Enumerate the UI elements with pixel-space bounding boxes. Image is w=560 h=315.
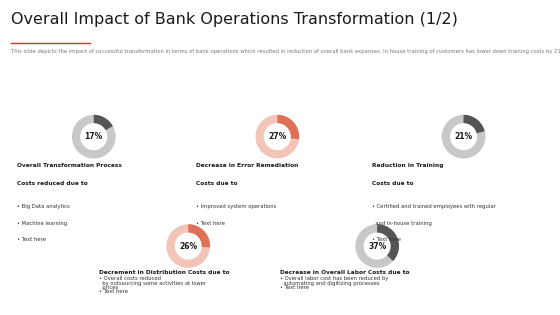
Text: • Big Data analytics: • Big Data analytics [17, 204, 69, 209]
Text: prices: prices [99, 285, 118, 290]
Text: 27%: 27% [268, 132, 286, 141]
Text: automating and digitizing processes: automating and digitizing processes [280, 281, 380, 285]
Text: and in-house training: and in-house training [372, 221, 432, 226]
Text: Costs due to: Costs due to [372, 180, 413, 186]
Text: • Overall costs reduced: • Overall costs reduced [99, 276, 161, 281]
Text: • Text here: • Text here [197, 221, 225, 226]
Polygon shape [356, 224, 399, 268]
Text: • Text here: • Text here [17, 237, 45, 242]
Text: Decrease in Overall Labor Costs due to: Decrease in Overall Labor Costs due to [280, 270, 409, 275]
Text: • Text here: • Text here [99, 289, 128, 294]
Polygon shape [464, 115, 484, 133]
Text: by outsourcing some activities at lower: by outsourcing some activities at lower [99, 281, 206, 285]
Text: • Text here: • Text here [280, 285, 309, 290]
Text: • Improved system operations: • Improved system operations [197, 204, 277, 209]
Text: Decrease in Error Remediation: Decrease in Error Remediation [197, 163, 298, 168]
Text: Reduction in Training: Reduction in Training [372, 163, 444, 168]
Text: Decrement in Distribution Costs due to: Decrement in Distribution Costs due to [99, 270, 230, 275]
Polygon shape [72, 115, 115, 158]
Polygon shape [166, 224, 210, 268]
Polygon shape [94, 115, 113, 130]
Text: • Text here: • Text here [372, 237, 401, 242]
Polygon shape [377, 224, 399, 261]
Text: Costs due to: Costs due to [197, 180, 238, 186]
Text: 17%: 17% [85, 132, 103, 141]
Text: 21%: 21% [455, 132, 473, 141]
Polygon shape [277, 115, 299, 140]
Polygon shape [188, 224, 210, 247]
Text: Overall Impact of Bank Operations Transformation (1/2): Overall Impact of Bank Operations Transf… [11, 13, 458, 27]
Text: 26%: 26% [179, 242, 197, 250]
Text: Overall Transformation Process: Overall Transformation Process [17, 163, 122, 168]
Text: • Overall labor cost has been reduced by: • Overall labor cost has been reduced by [280, 276, 389, 281]
Text: • Machine learning: • Machine learning [17, 221, 67, 226]
Text: 37%: 37% [368, 242, 386, 250]
Text: This slide depicts the impact of successful transformation in terms of bank oper: This slide depicts the impact of success… [11, 49, 560, 54]
Text: Costs reduced due to: Costs reduced due to [17, 180, 87, 186]
Polygon shape [442, 115, 486, 158]
Polygon shape [255, 115, 299, 158]
Text: • Certified and trained employees with regular: • Certified and trained employees with r… [372, 204, 496, 209]
